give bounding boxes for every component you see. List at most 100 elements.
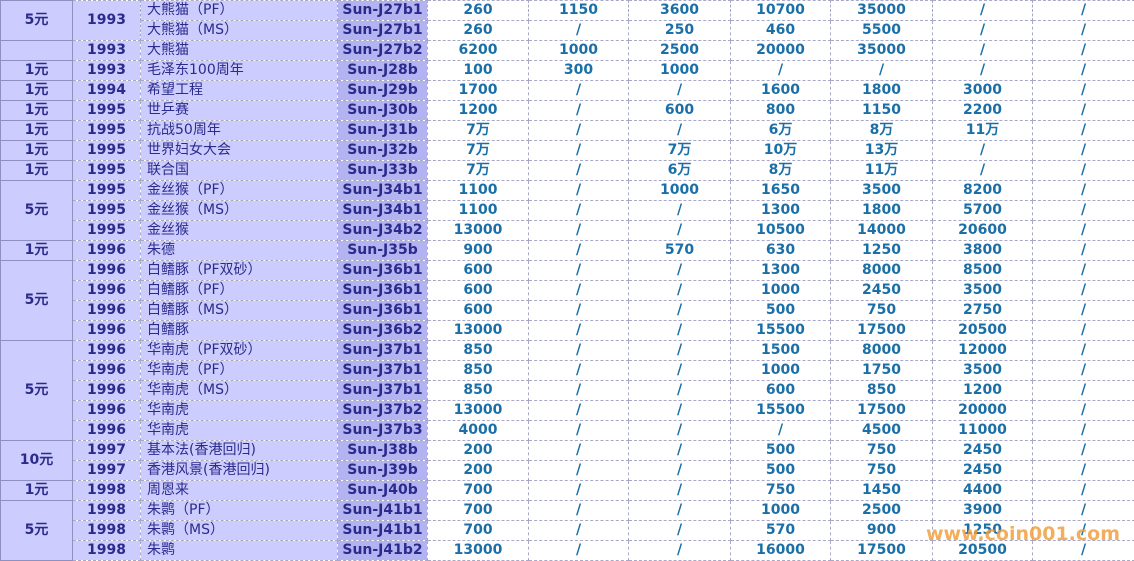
price-cell: 17500 [830,320,933,341]
price-cell: 460 [730,20,831,41]
price-cell: 700 [427,480,529,501]
code-cell: Sun-J34b1 [337,180,428,201]
table-row: 1元 1995 世界妇女大会 Sun-J32b 7万/7万 10万 13万 / / [0,140,1134,161]
year-cell: 1996 [72,260,141,281]
price-cell: 800 [730,100,831,121]
price-cell: / [1032,480,1134,501]
table-row: 1993 大熊猫 Sun-J27b2 6200 1000 2500 20000 35000// [0,40,1134,61]
code-cell: Sun-J32b [337,140,428,161]
name-cell: 抗战50周年 [140,120,338,141]
price-cell: 7万 [628,140,731,161]
year-cell: 1998 [72,540,141,561]
price-cell: 20000 [932,400,1033,421]
price-cell: / [628,420,731,441]
price-cell: 1300 [730,260,831,281]
price-cell: / [932,160,1033,181]
table-row: 1996 白鳍豚（MS） Sun-J36b1 600//500 750 2750/ [1,300,1134,321]
denomination-cell: 10元 [0,440,73,481]
price-cell: / [628,280,731,301]
price-cell: 8000 [830,340,933,361]
price-cell: 13000 [427,540,529,561]
price-cell: / [628,120,731,141]
table-row: 10元 1997 基本法(香港回归) Sun-J38b 200//500 750 2450/ [0,440,1134,481]
price-cell: / [1032,120,1134,141]
price-cell: 2450 [932,460,1033,481]
year-cell: 1996 [72,420,141,441]
price-cell: 2450 [830,280,933,301]
price-cell: / [528,80,629,101]
price-cell: / [730,60,831,81]
table-row: 1996 华南虎（MS） Sun-J37b1 850//600 850 1200/ [1,380,1134,401]
price-cell: 7万 [427,140,529,161]
name-cell: 朱鹮（MS） [140,520,338,541]
year-cell: 1997 [72,440,141,461]
price-cell: / [528,540,629,561]
price-cell: / [628,300,731,321]
price-cell: 3900 [932,500,1033,521]
price-cell: 8万 [730,160,831,181]
table-row: 1元 1998 周恩来 Sun-J40b 700//750 1450 4400/ [0,480,1134,501]
price-cell: / [528,260,629,281]
code-cell: Sun-J29b [337,80,428,101]
code-cell: Sun-J33b [337,160,428,181]
price-cell: / [628,260,731,281]
year-cell: 1995 [72,200,141,221]
name-cell: 华南虎（PF双砂） [140,340,338,361]
price-cell: / [1032,380,1134,401]
name-cell: 金丝猴 [140,220,338,241]
name-cell: 大熊猫（PF） [140,0,338,21]
price-cell: / [628,460,731,481]
price-cell: / [1032,40,1134,61]
price-cell: / [1032,140,1134,161]
denomination-cell: 5元 [0,180,73,241]
price-cell: / [528,320,629,341]
price-cell: 1200 [932,380,1033,401]
name-cell: 白鳍豚 [140,320,338,341]
price-cell: / [830,60,933,81]
table-row: 1996 华南虎（PF） Sun-J37b1 850//1000 1750 3500/ [1,360,1134,381]
code-cell: Sun-J37b1 [337,380,428,401]
year-cell: 1996 [72,400,141,421]
name-cell: 金丝猴（MS） [140,200,338,221]
year-cell: 1995 [72,100,141,121]
code-cell: Sun-J36b1 [337,260,428,281]
price-cell: / [1032,540,1134,561]
code-cell: Sun-J40b [337,480,428,501]
price-cell: 750 [730,480,831,501]
price-cell: / [932,140,1033,161]
price-cell: 3500 [932,280,1033,301]
year-cell: 1996 [72,240,141,261]
code-cell: Sun-J37b1 [337,340,428,361]
price-cell: 850 [427,340,529,361]
price-cell: 2450 [932,440,1033,461]
table-row: 1996 华南虎 Sun-J37b3 4000///4500 11000/ [1,420,1134,441]
price-cell: / [932,20,1033,41]
price-cell: 1200 [427,100,529,121]
price-cell: / [528,200,629,221]
code-cell: Sun-J34b1 [337,200,428,221]
price-cell: 260 [427,0,529,21]
price-cell: 17500 [830,540,933,561]
table-row: 1995 金丝猴（MS） Sun-J34b1 1100//1300 1800 5700/ [1,200,1134,221]
name-cell: 金丝猴（PF） [140,180,338,201]
price-cell: 5500 [830,20,933,41]
price-cell: 1500 [730,340,831,361]
price-cell: / [628,200,731,221]
name-cell: 香港风景(香港回归) [140,460,338,481]
code-cell: Sun-J28b [337,60,428,81]
table-row: 5元 1998 朱鹮（PF） Sun-J41b1 700//1000 2500 3900/ [0,500,1134,561]
price-cell: 700 [427,500,529,521]
price-cell: / [628,400,731,421]
table-row: 1元 1995 世乒赛 Sun-J30b 1200/600 800 1150 2200/ [0,100,1134,121]
price-cell: 4500 [830,420,933,441]
price-cell: 850 [830,380,933,401]
code-cell: Sun-J37b1 [337,360,428,381]
denomination-cell: 1元 [0,240,73,261]
denomination-cell: 1元 [0,120,73,141]
price-cell: 1750 [830,360,933,381]
price-cell: / [1032,160,1134,181]
price-cell: 11000 [932,420,1033,441]
code-cell: Sun-J37b2 [337,400,428,421]
price-cell: 15500 [730,400,831,421]
